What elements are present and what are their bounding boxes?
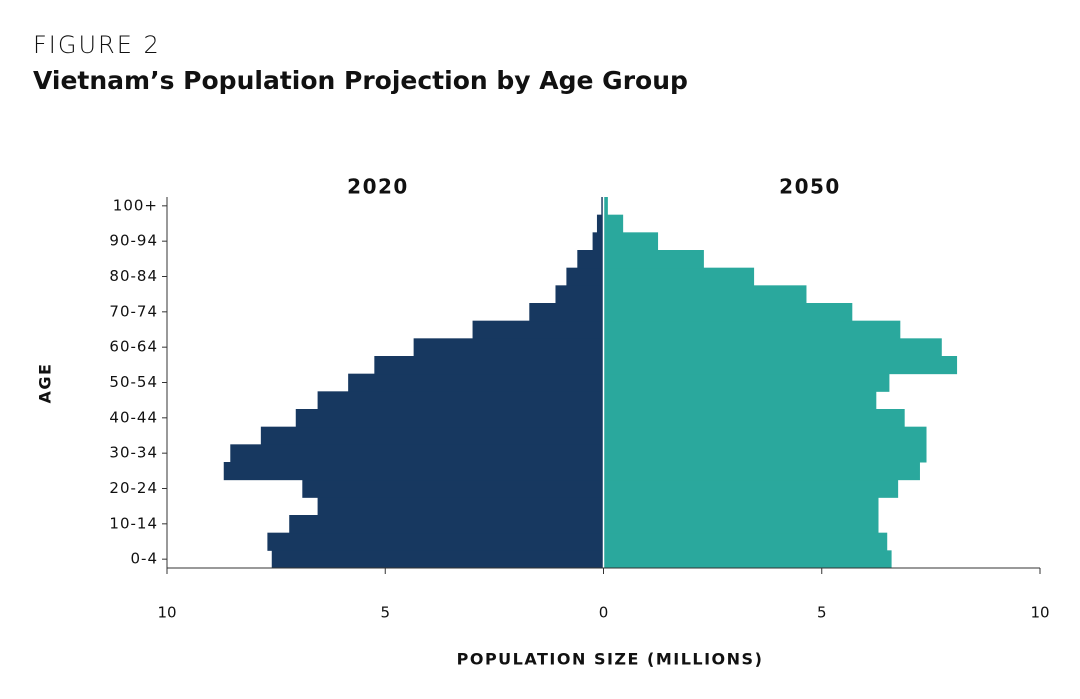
x-tick-label: 10 bbox=[1030, 604, 1049, 622]
legend-label: 2020 bbox=[347, 175, 409, 199]
bar bbox=[603, 232, 659, 251]
bar bbox=[577, 250, 604, 269]
bar bbox=[472, 320, 604, 339]
bar bbox=[302, 479, 604, 498]
bar bbox=[603, 409, 905, 428]
bar bbox=[596, 214, 604, 233]
bar bbox=[603, 550, 892, 569]
bar bbox=[271, 550, 604, 569]
figure-label: FIGURE 2 bbox=[33, 31, 161, 59]
bar bbox=[260, 426, 604, 445]
x-axis-label: POPULATION SIZE (MILLIONS) bbox=[457, 650, 764, 669]
bar bbox=[603, 303, 853, 322]
bar bbox=[317, 391, 604, 410]
y-tick-label: 60-64 bbox=[109, 338, 158, 356]
bar bbox=[603, 391, 877, 410]
bar bbox=[603, 267, 755, 286]
y-tick-label: 50-54 bbox=[109, 373, 158, 391]
y-tick-label: 30-34 bbox=[109, 444, 158, 462]
bar bbox=[223, 462, 604, 481]
bar bbox=[603, 515, 879, 534]
bar bbox=[603, 426, 927, 445]
bar bbox=[603, 197, 608, 216]
y-tick-label: 0-4 bbox=[131, 550, 159, 568]
y-tick-label: 90-94 bbox=[109, 232, 158, 250]
bar bbox=[603, 497, 879, 516]
bar bbox=[603, 338, 942, 357]
y-tick-label: 20-24 bbox=[109, 479, 158, 497]
bar bbox=[348, 373, 604, 392]
bar bbox=[230, 444, 604, 463]
bar bbox=[603, 444, 927, 463]
x-tick-label: 5 bbox=[380, 604, 390, 622]
bar bbox=[413, 338, 604, 357]
x-tick-label: 10 bbox=[157, 604, 176, 622]
y-tick-label: 10-14 bbox=[109, 514, 158, 532]
bar bbox=[603, 320, 901, 339]
bar bbox=[601, 197, 604, 216]
bar bbox=[603, 285, 807, 304]
bar bbox=[603, 373, 890, 392]
bar bbox=[603, 462, 920, 481]
y-tick-label: 40-44 bbox=[109, 408, 158, 426]
chart-title: Vietnam’s Population Projection by Age G… bbox=[33, 66, 688, 95]
bar bbox=[295, 409, 604, 428]
bar bbox=[317, 497, 604, 516]
bar bbox=[603, 250, 704, 269]
bar bbox=[374, 356, 604, 375]
bar bbox=[603, 214, 624, 233]
bar bbox=[267, 532, 604, 551]
bar bbox=[603, 532, 888, 551]
y-axis-label: AGE bbox=[36, 363, 55, 404]
bar bbox=[555, 285, 604, 304]
bar bbox=[603, 479, 899, 498]
x-tick-label: 0 bbox=[599, 604, 609, 622]
y-tick-label: 100+ bbox=[113, 196, 158, 214]
x-tick-label: 5 bbox=[817, 604, 827, 622]
bar bbox=[566, 267, 604, 286]
bar bbox=[289, 515, 604, 534]
y-tick-label: 80-84 bbox=[109, 267, 158, 285]
bar bbox=[603, 356, 958, 375]
bar bbox=[592, 232, 604, 251]
bar bbox=[529, 303, 604, 322]
y-tick-label: 70-74 bbox=[109, 302, 158, 320]
legend-label: 2050 bbox=[779, 175, 841, 199]
